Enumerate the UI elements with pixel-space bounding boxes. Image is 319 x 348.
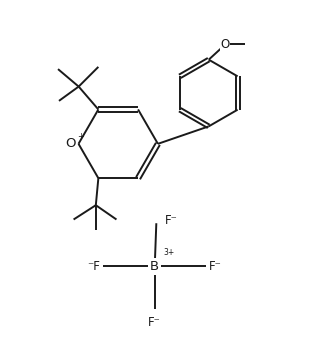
Text: F⁻: F⁻ [165, 214, 178, 227]
Text: F⁻: F⁻ [209, 260, 222, 272]
Text: B: B [150, 260, 159, 272]
Text: +: + [78, 132, 85, 141]
Text: 3+: 3+ [164, 248, 175, 257]
Text: O: O [65, 137, 76, 150]
Text: ⁻F: ⁻F [88, 260, 100, 272]
Text: F⁻: F⁻ [148, 316, 161, 329]
Text: O: O [221, 38, 230, 51]
